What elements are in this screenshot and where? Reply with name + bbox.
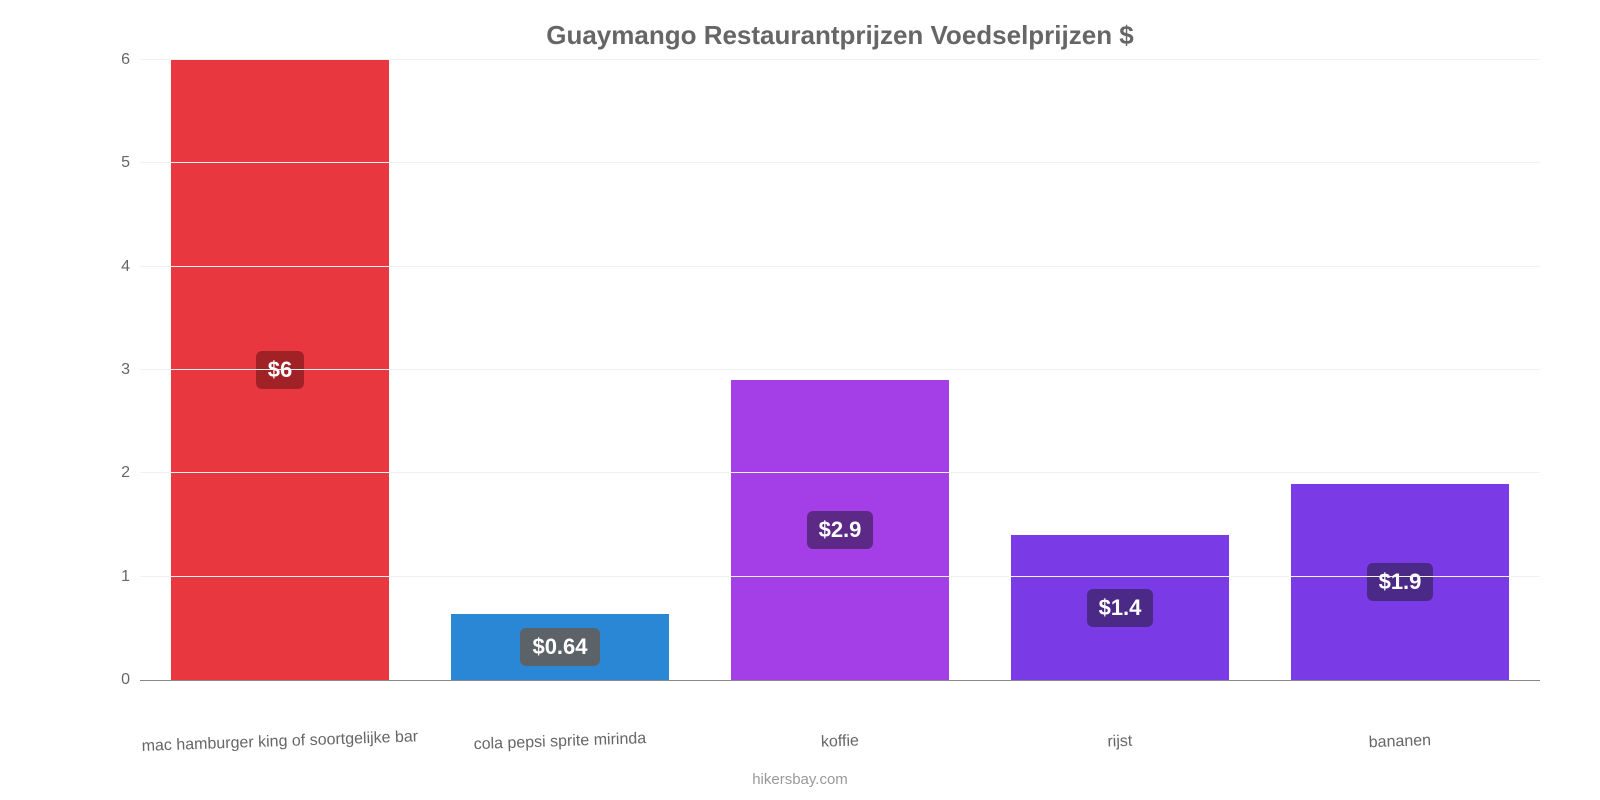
chart-bar-value-label: $0.64 <box>520 628 599 666</box>
chart-bar-slot: $0.64 <box>420 614 700 680</box>
chart-gridline <box>140 472 1540 473</box>
chart-bar-slot: $1.9 <box>1260 484 1540 680</box>
chart-x-label: bananen <box>1260 728 1540 756</box>
chart-bar-value-label: $1.4 <box>1087 589 1154 627</box>
chart-bar-value-label: $2.9 <box>807 511 874 549</box>
chart-y-tick: 2 <box>90 464 130 482</box>
chart-bar-slot: $1.4 <box>980 535 1260 680</box>
chart-plot-area: $6$0.64$2.9$1.4$1.9 0123456 <box>140 61 1540 681</box>
chart-gridline <box>140 266 1540 267</box>
chart-bar: $1.9 <box>1291 484 1509 680</box>
chart-x-label: cola pepsi sprite mirinda <box>420 728 700 756</box>
chart-gridline <box>140 369 1540 370</box>
chart-x-label: mac hamburger king of soortgelijke bar <box>140 728 420 756</box>
chart-bar-slot: $6 <box>140 60 420 680</box>
chart-bar-value-label: $6 <box>256 351 304 389</box>
chart-y-tick: 6 <box>90 51 130 69</box>
chart-x-label: rijst <box>980 728 1260 756</box>
chart-bar: $6 <box>171 60 389 680</box>
chart-y-tick: 3 <box>90 361 130 379</box>
chart-gridline <box>140 59 1540 60</box>
chart-gridline <box>140 576 1540 577</box>
chart-y-tick: 5 <box>90 154 130 172</box>
chart-x-labels: mac hamburger king of soortgelijke barco… <box>140 738 1540 756</box>
chart-y-tick: 4 <box>90 258 130 276</box>
chart-y-tick: 1 <box>90 568 130 586</box>
chart-title: Guaymango Restaurantprijzen Voedselprijz… <box>140 20 1540 51</box>
chart-bar: $1.4 <box>1011 535 1229 680</box>
chart-container: Guaymango Restaurantprijzen Voedselprijz… <box>0 0 1600 800</box>
chart-bar: $0.64 <box>451 614 669 680</box>
chart-bar: $2.9 <box>731 380 949 680</box>
chart-attribution: hikersbay.com <box>0 771 1600 788</box>
chart-bar-slot: $2.9 <box>700 380 980 680</box>
chart-bars-layer: $6 $0.64 $2.9 $1.4 $1.9 <box>140 61 1540 680</box>
chart-x-label: koffie <box>700 728 980 756</box>
chart-gridline <box>140 162 1540 163</box>
chart-bar-value-label: $1.9 <box>1367 563 1434 601</box>
chart-y-tick: 0 <box>90 671 130 689</box>
